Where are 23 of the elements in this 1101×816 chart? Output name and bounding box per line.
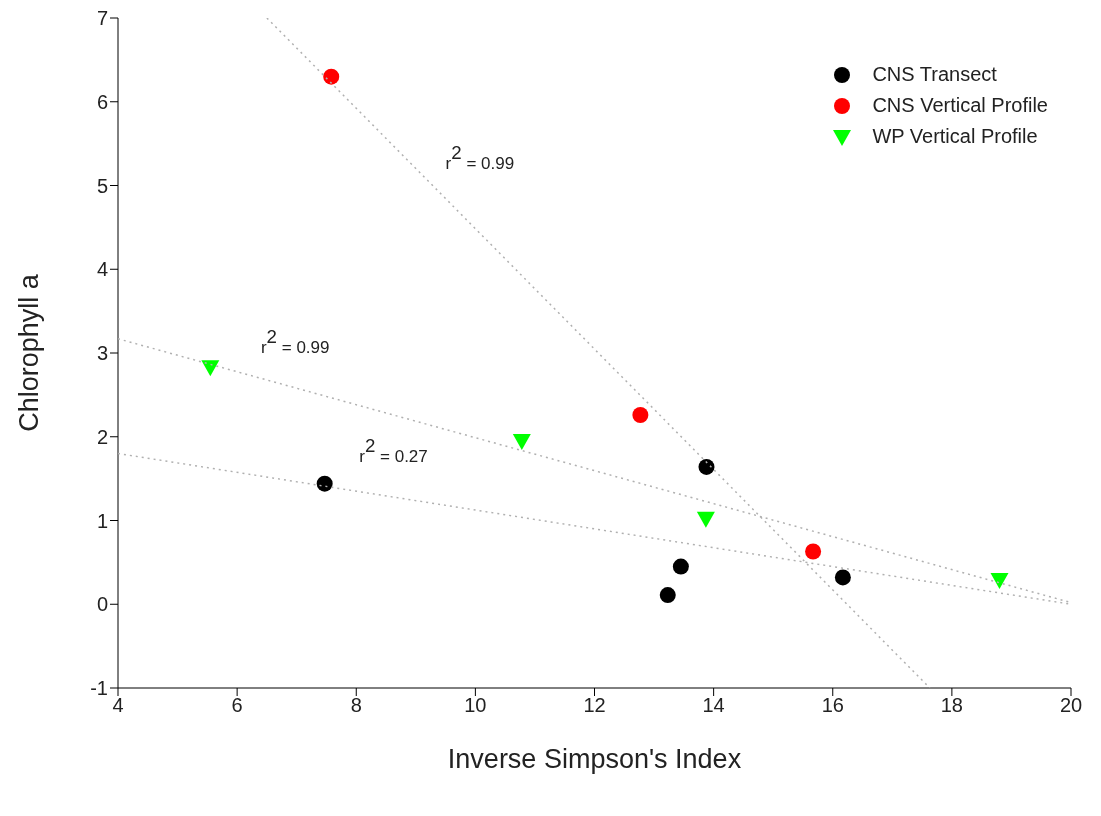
y-tick-label: 1 [96, 509, 108, 532]
x-tick-label: 10 [464, 694, 487, 717]
y-tick-label: 4 [96, 258, 108, 281]
x-tick-label: 20 [1059, 694, 1083, 717]
x-tick-label: 18 [940, 694, 963, 717]
y-tick-label: 6 [96, 90, 108, 113]
x-tick-label: 14 [702, 694, 725, 717]
y-tick-label: 2 [96, 425, 108, 448]
y-tick-label: -1 [90, 677, 108, 700]
x-axis-title: Inverse Simpson's Index [447, 744, 742, 774]
x-tick-label: 8 [350, 694, 362, 717]
y-tick-label: 0 [96, 593, 108, 616]
y-axis-title: Chlorophyll a [13, 273, 44, 432]
y-tick-label: 5 [96, 174, 108, 197]
legend-label: WP Vertical Profile [872, 125, 1038, 148]
legend-label: CNS Vertical Profile [872, 94, 1048, 117]
x-tick-label: 4 [112, 694, 124, 717]
legend-label: CNS Transect [872, 63, 997, 86]
x-tick-label: 16 [821, 694, 844, 717]
y-tick-label: 3 [96, 342, 108, 365]
x-tick-label: 6 [231, 694, 243, 717]
x-tick-label: 12 [583, 694, 606, 717]
y-tick-label: 7 [96, 7, 108, 30]
